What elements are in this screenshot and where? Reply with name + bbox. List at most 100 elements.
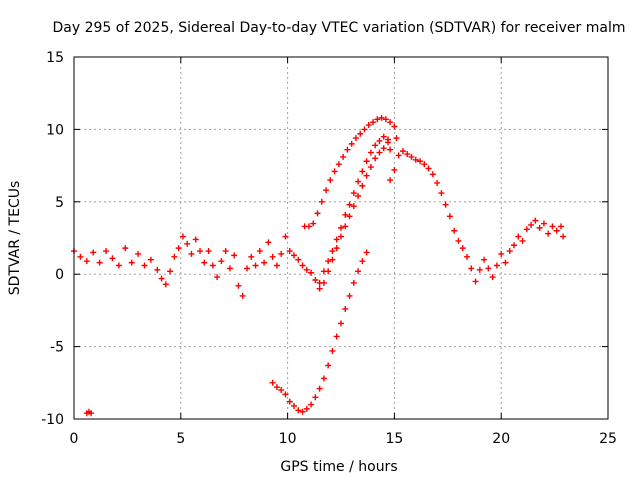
data-point [333, 245, 340, 252]
data-point [378, 114, 385, 121]
data-point [205, 248, 212, 255]
data-point [261, 259, 268, 266]
data-point [295, 256, 302, 263]
data-point [171, 253, 178, 260]
data-point [239, 292, 246, 299]
data-point [154, 266, 161, 273]
data-point [434, 179, 441, 186]
series-low-tec-track [71, 133, 394, 299]
data-point [222, 248, 229, 255]
series-deep-dip [269, 249, 370, 415]
data-point [372, 155, 379, 162]
data-point [560, 233, 567, 240]
data-point [312, 394, 319, 401]
y-tick-label: -5 [50, 340, 64, 356]
y-tick-label: 5 [55, 195, 64, 211]
data-point [393, 135, 400, 142]
data-point [399, 148, 406, 155]
data-point [412, 156, 419, 163]
data-point [387, 146, 394, 153]
data-point [325, 258, 332, 265]
data-point [244, 265, 251, 272]
data-point [338, 233, 344, 240]
data-point [214, 274, 221, 281]
data-point [408, 153, 415, 160]
data-point [532, 217, 539, 224]
data-point [553, 227, 560, 234]
data-point [382, 116, 389, 123]
data-point [325, 268, 332, 275]
data-point [342, 305, 349, 312]
data-point [468, 265, 475, 272]
data-point [357, 130, 364, 137]
data-point [201, 259, 208, 266]
data-point [380, 133, 387, 140]
data-point [310, 220, 317, 227]
data-point [359, 182, 366, 189]
data-point [346, 213, 353, 220]
data-point [299, 408, 306, 415]
data-point [88, 410, 95, 417]
data-point [175, 245, 182, 252]
data-point [540, 220, 547, 227]
data-point [376, 149, 383, 156]
data-point [451, 227, 458, 234]
data-point [519, 237, 526, 244]
y-tick-label: 0 [55, 267, 64, 283]
data-point [295, 407, 302, 414]
data-point [485, 265, 492, 272]
data-point [429, 171, 436, 178]
data-point [218, 258, 225, 265]
data-point [286, 248, 293, 255]
data-point [545, 230, 552, 237]
grid [74, 57, 608, 419]
data-point [455, 237, 462, 244]
data-point [282, 233, 289, 240]
data-point [286, 398, 293, 405]
data-point [359, 258, 366, 265]
data-point [515, 233, 522, 240]
data-point [162, 281, 169, 288]
data-point [363, 172, 370, 179]
data-point [350, 203, 357, 210]
x-tick-label: 15 [385, 431, 403, 447]
data-point [226, 265, 233, 272]
data-point [115, 262, 122, 269]
data-point [338, 320, 344, 327]
data-point [438, 190, 445, 197]
data-point [363, 158, 370, 165]
data-point [299, 262, 306, 269]
data-point [395, 152, 402, 159]
data-point [282, 391, 289, 398]
data-point [231, 252, 238, 259]
data-point [350, 190, 357, 197]
data-point [472, 278, 479, 285]
data-point [523, 226, 530, 233]
chart-title: Day 295 of 2025, Sidereal Day-to-day VTE… [53, 20, 626, 36]
data-point [235, 282, 242, 289]
data-point [342, 223, 349, 230]
data-point [192, 236, 199, 243]
data-point [308, 401, 315, 408]
data-point [370, 119, 377, 126]
data-point [481, 256, 488, 263]
data-point [367, 149, 374, 156]
data-point [346, 292, 353, 299]
data-point [346, 201, 353, 208]
data-point [320, 279, 327, 286]
data-point [363, 249, 370, 256]
data-point [273, 384, 280, 391]
data-point [391, 166, 398, 173]
data-point [158, 275, 165, 282]
data-point [506, 248, 513, 255]
data-point [344, 146, 351, 153]
data-point [135, 250, 142, 257]
data-point [329, 347, 336, 354]
data-point [96, 259, 103, 266]
data-point [442, 201, 449, 208]
x-tick-label: 25 [599, 431, 617, 447]
data-point [308, 269, 315, 276]
x-axis-label: GPS time / hours [280, 459, 397, 475]
data-point [269, 379, 276, 386]
